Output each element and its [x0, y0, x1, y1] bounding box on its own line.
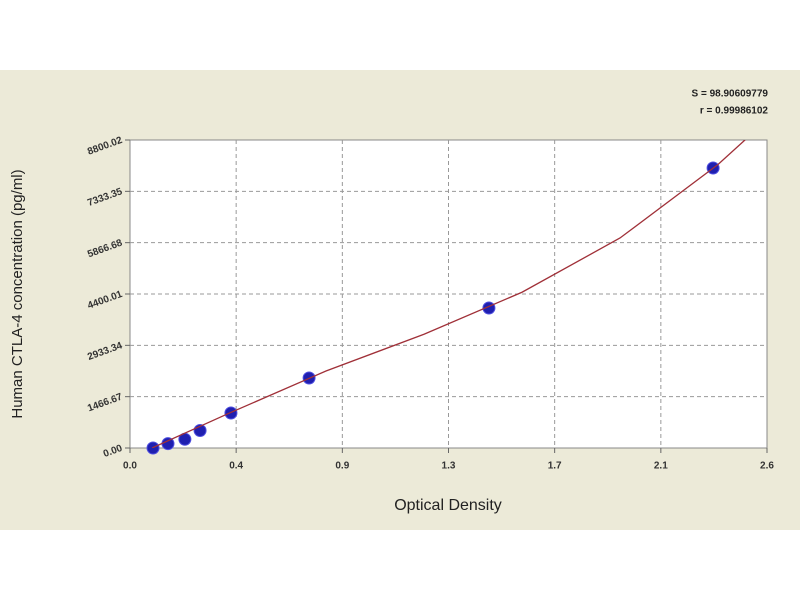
- x-tick-label: 0.0: [123, 461, 137, 472]
- x-axis-label: Optical Density: [394, 497, 502, 514]
- annotation: S = 98.90609779: [692, 89, 769, 100]
- annotation: r = 0.99986102: [700, 106, 769, 117]
- x-tick-label: 2.6: [760, 461, 774, 472]
- x-tick-label: 0.9: [335, 461, 349, 472]
- x-tick-label: 0.4: [229, 461, 243, 472]
- y-axis-label: Human CTLA-4 concentration (pg/ml): [9, 169, 26, 418]
- x-tick-label: 1.3: [442, 461, 456, 472]
- fit-curve: [151, 140, 746, 448]
- x-tick-label: 1.7: [548, 461, 562, 472]
- x-tick-label: 2.1: [654, 461, 668, 472]
